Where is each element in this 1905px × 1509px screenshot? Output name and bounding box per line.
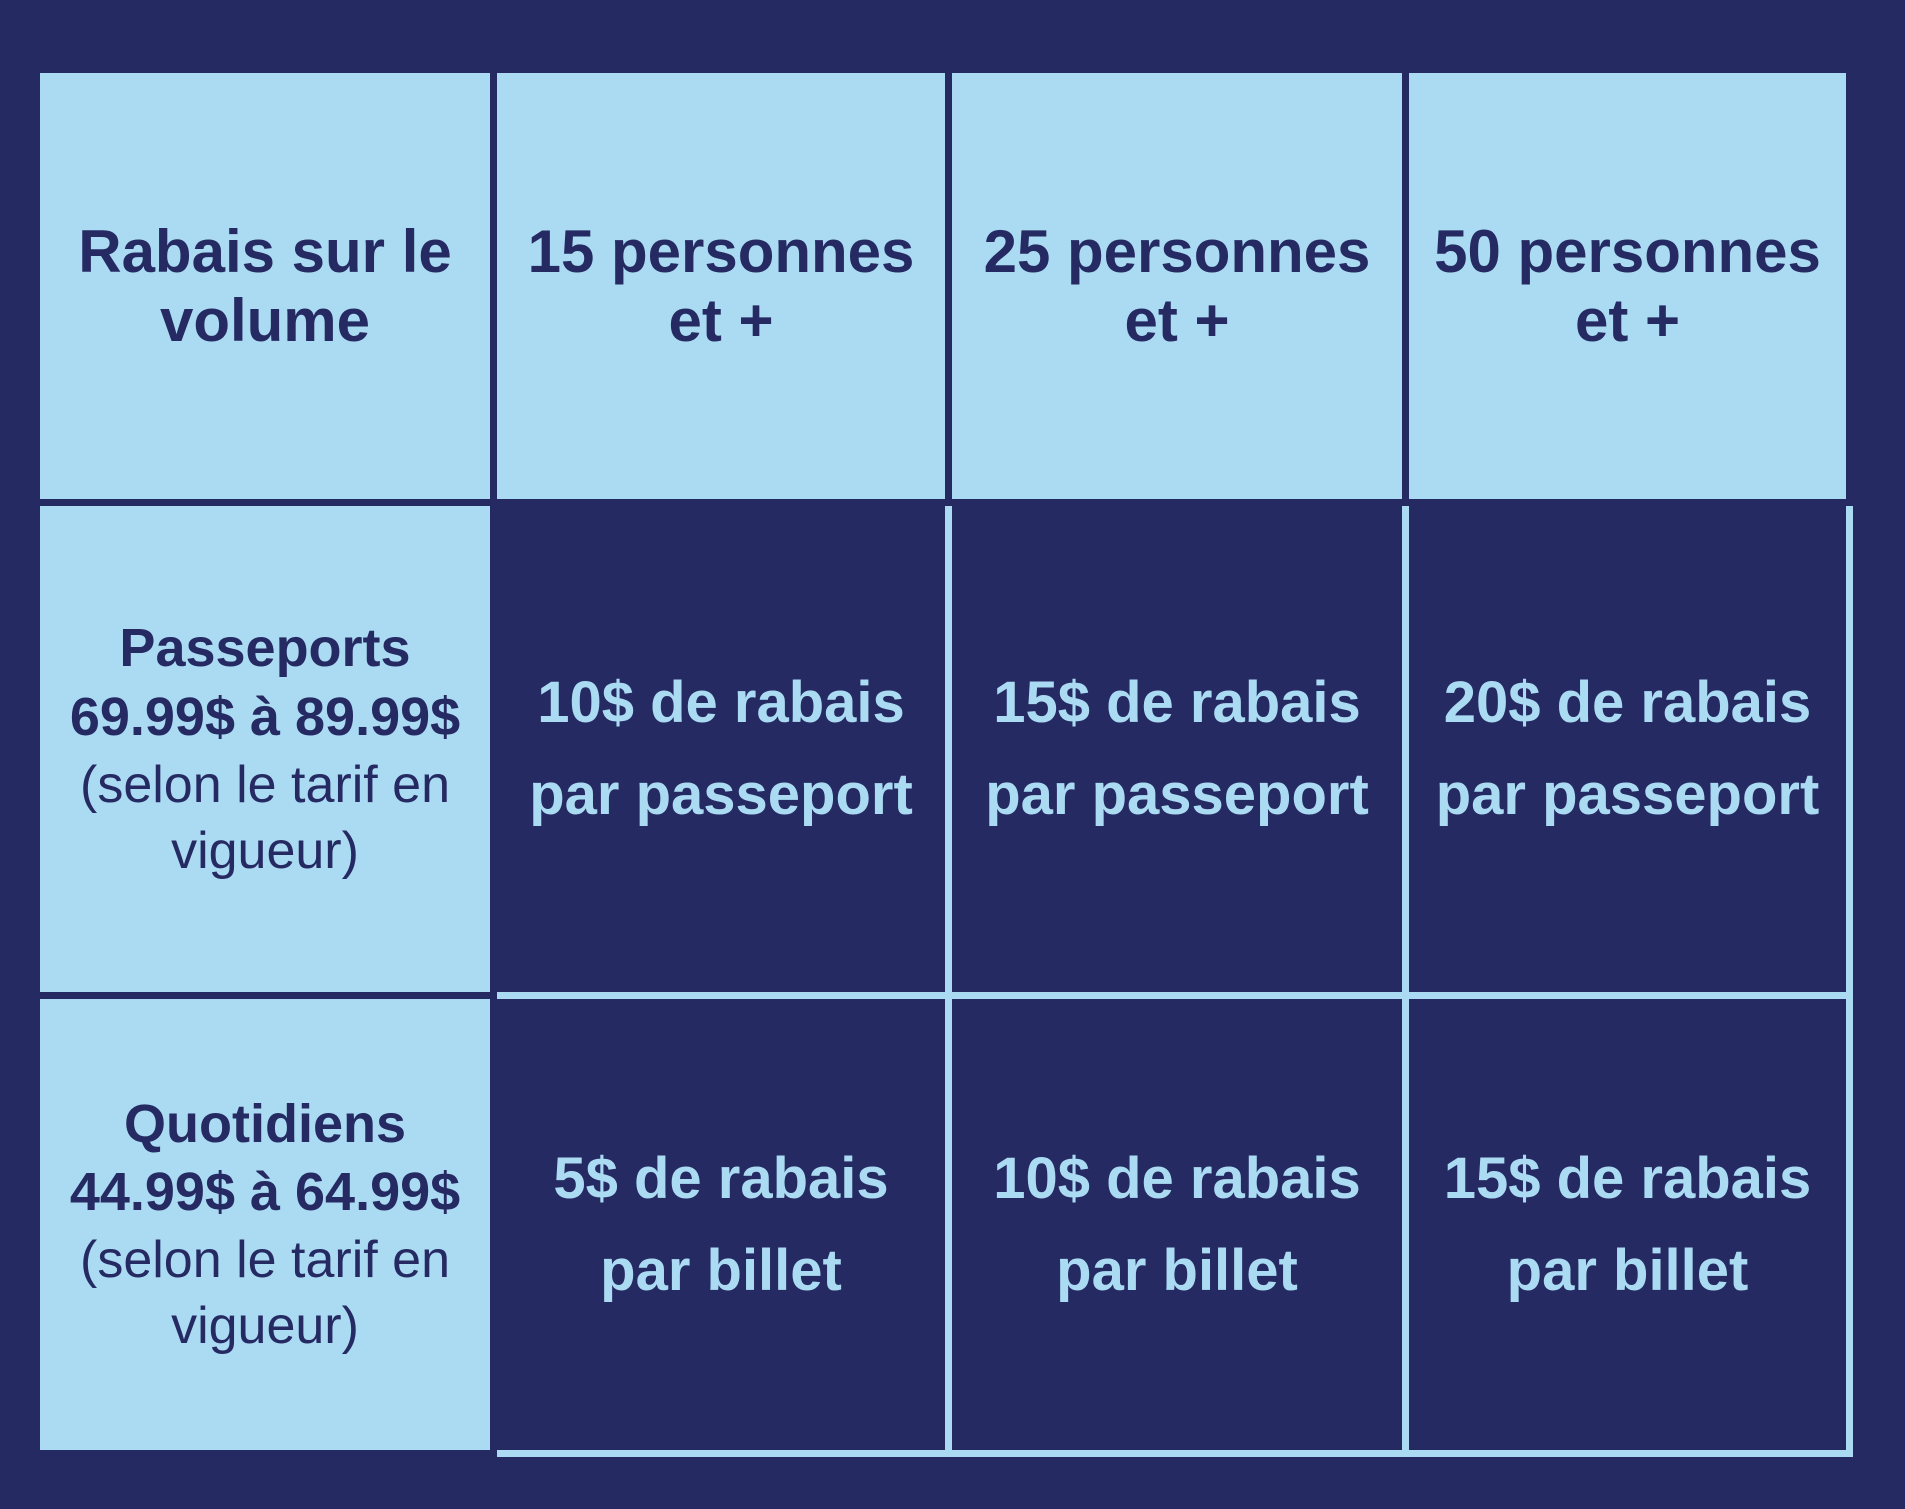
quotidiens-product-name: Quotidiens [124, 1093, 406, 1154]
passeports-product-name: Passeports [119, 618, 411, 679]
quotidiens-price-range: 44.99$ à 64.99$ [69, 1162, 461, 1223]
discount-quotidiens-15: 5$ de rabais par billet [553, 1145, 889, 1303]
discount-passeports-25: 15$ de rabais par passeport [985, 670, 1369, 827]
header-cell-volume: Rabais sur le volume [40, 73, 497, 506]
cell-passeports-15: 10$ de rabais par passeport [497, 506, 952, 999]
header-label-50-personnes: 50 personnes et + [1434, 218, 1821, 354]
discount-quotidiens-25: 10$ de rabais par billet [993, 1145, 1361, 1303]
quotidiens-price-note: (selon le tarif en vigueur) [80, 1231, 450, 1356]
cell-quotidiens-25: 10$ de rabais par billet [952, 999, 1409, 1457]
discount-quotidiens-50: 15$ de rabais par billet [1443, 1145, 1812, 1303]
cell-quotidiens-50: 15$ de rabais par billet [1409, 999, 1853, 1457]
cell-passeports-50: 20$ de rabais par passeport [1409, 506, 1853, 999]
volume-discount-table: Rabais sur le volume 15 personnes et + 2… [40, 73, 1853, 1457]
header-label-volume: Rabais sur le volume [78, 218, 452, 354]
discount-passeports-15: 10$ de rabais par passeport [529, 670, 913, 827]
cell-passeports-25: 15$ de rabais par passeport [952, 506, 1409, 999]
cell-quotidiens-15: 5$ de rabais par billet [497, 999, 952, 1457]
header-cell-50-personnes: 50 personnes et + [1409, 73, 1853, 506]
discount-passeports-50: 20$ de rabais par passeport [1435, 670, 1820, 827]
row-label-quotidiens: Quotidiens 44.99$ à 64.99$ (selon le tar… [40, 999, 497, 1457]
passeports-price-note: (selon le tarif en vigueur) [80, 755, 450, 880]
header-cell-25-personnes: 25 personnes et + [952, 73, 1409, 506]
header-label-15-personnes: 15 personnes et + [527, 218, 915, 354]
passeports-price-range: 69.99$ à 89.99$ [69, 686, 461, 747]
header-label-25-personnes: 25 personnes et + [983, 218, 1371, 354]
row-label-passeports: Passeports 69.99$ à 89.99$ (selon le tar… [40, 506, 497, 999]
header-cell-15-personnes: 15 personnes et + [497, 73, 952, 506]
